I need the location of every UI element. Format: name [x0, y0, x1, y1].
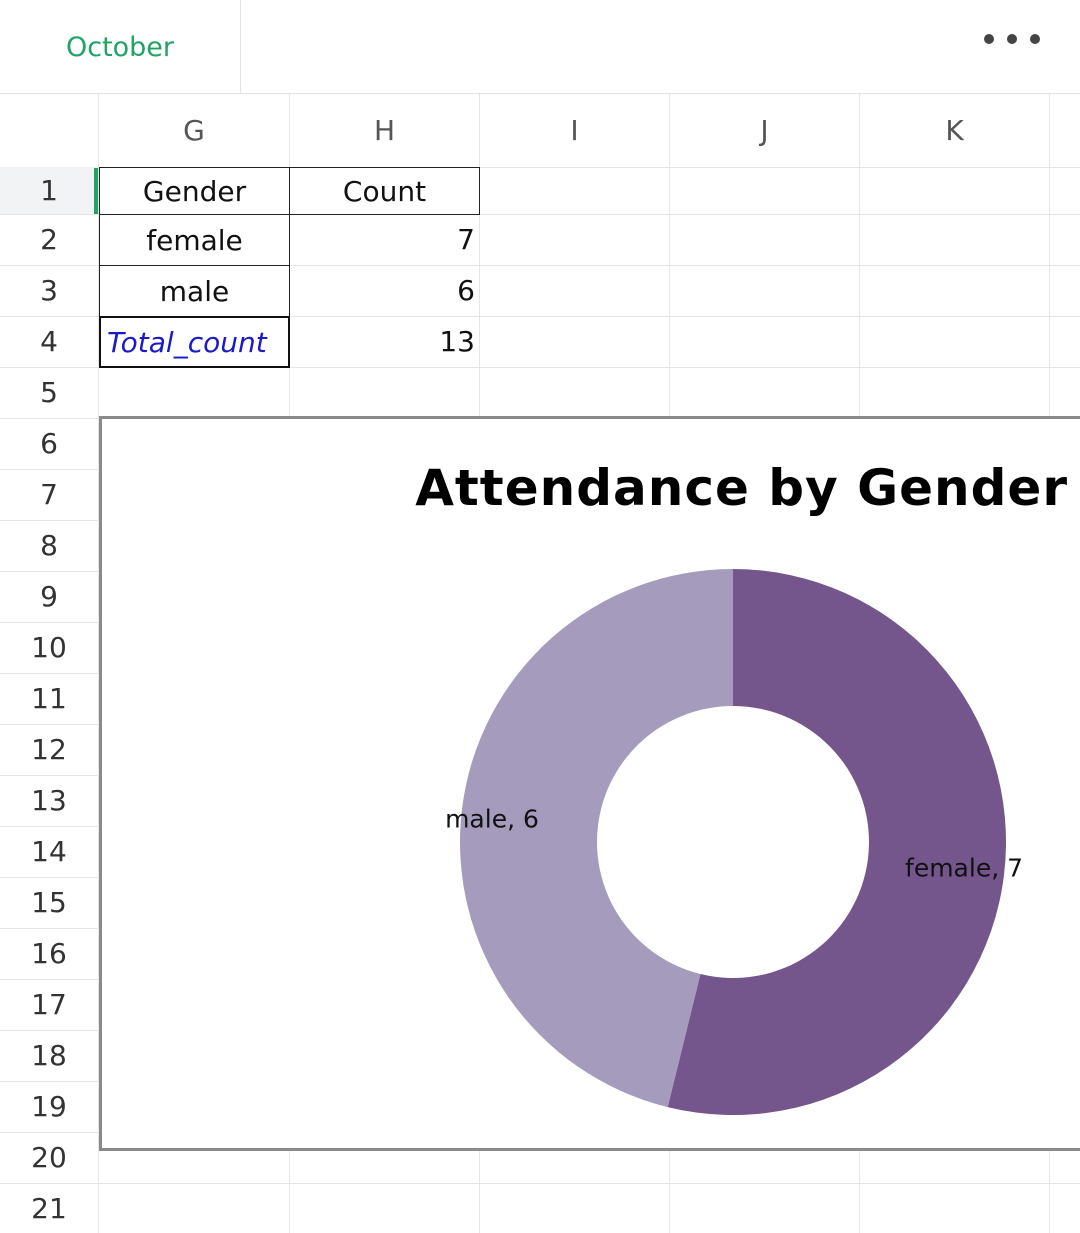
- row-header-11[interactable]: 11: [31, 682, 67, 715]
- top-bar: October: [0, 0, 1080, 94]
- cell-g2-gender[interactable]: female: [99, 214, 290, 266]
- cell-g1-header-gender[interactable]: Gender: [99, 167, 290, 215]
- cell-h1-header-count[interactable]: Count: [289, 167, 480, 215]
- more-dot: [1030, 34, 1040, 44]
- cell-g3-gender[interactable]: male: [99, 265, 290, 317]
- donut-chart-svg: female, 7 male, 6: [445, 569, 1023, 1115]
- row-header-3[interactable]: 3: [40, 274, 58, 307]
- more-options-icon[interactable]: [984, 26, 1040, 52]
- row-header-8[interactable]: 8: [40, 529, 58, 562]
- row-header-1[interactable]: 1: [0, 167, 98, 214]
- spreadsheet-grid[interactable]: G H I J K 1 2 3 4 5 6 7 8 9 10 11 12 13 …: [0, 94, 1080, 1233]
- donut-label-male: male, 6: [445, 804, 539, 833]
- more-dot: [1007, 34, 1017, 44]
- row-header-16[interactable]: 16: [31, 937, 67, 970]
- row-header-15[interactable]: 15: [31, 886, 67, 919]
- column-header-g[interactable]: G: [183, 114, 205, 147]
- cell-h2-count[interactable]: 7: [457, 223, 475, 256]
- row-header-4[interactable]: 4: [40, 325, 58, 358]
- row-header-19[interactable]: 19: [31, 1090, 67, 1123]
- donut-slice-male[interactable]: [460, 569, 733, 1108]
- column-header-j[interactable]: J: [760, 114, 769, 147]
- column-header-i[interactable]: I: [570, 114, 579, 147]
- row-header-14[interactable]: 14: [31, 835, 67, 868]
- row-header-7[interactable]: 7: [40, 478, 58, 511]
- row-header-20[interactable]: 20: [31, 1141, 67, 1174]
- sheet-tab-october[interactable]: October: [0, 0, 241, 94]
- cell-h4-total-value[interactable]: 13: [439, 325, 475, 358]
- row-header-17[interactable]: 17: [31, 988, 67, 1021]
- row-header-13[interactable]: 13: [31, 784, 67, 817]
- donut-chart[interactable]: Attendance by Gender female, 7 male, 6: [99, 416, 1080, 1151]
- row-header-2[interactable]: 2: [40, 223, 58, 256]
- more-dot: [984, 34, 994, 44]
- selected-row-indicator: [94, 168, 98, 214]
- row-header-10[interactable]: 10: [31, 631, 67, 664]
- cell-g4-total-label[interactable]: Total_count: [99, 316, 290, 368]
- column-header-h[interactable]: H: [373, 114, 396, 147]
- cell-h3-count[interactable]: 6: [457, 274, 475, 307]
- row-header-21[interactable]: 21: [31, 1192, 67, 1225]
- row-header-5[interactable]: 5: [40, 376, 58, 409]
- chart-title: Attendance by Gender: [415, 459, 1068, 517]
- sheet-tab-label: October: [65, 31, 175, 63]
- donut-slice-female[interactable]: [667, 569, 1007, 1115]
- row-header-18[interactable]: 18: [31, 1039, 67, 1072]
- column-header-k[interactable]: K: [945, 114, 964, 147]
- row-header-9[interactable]: 9: [40, 580, 58, 613]
- row-header-12[interactable]: 12: [31, 733, 67, 766]
- row-header-6[interactable]: 6: [40, 427, 58, 460]
- donut-label-female: female, 7: [905, 854, 1023, 883]
